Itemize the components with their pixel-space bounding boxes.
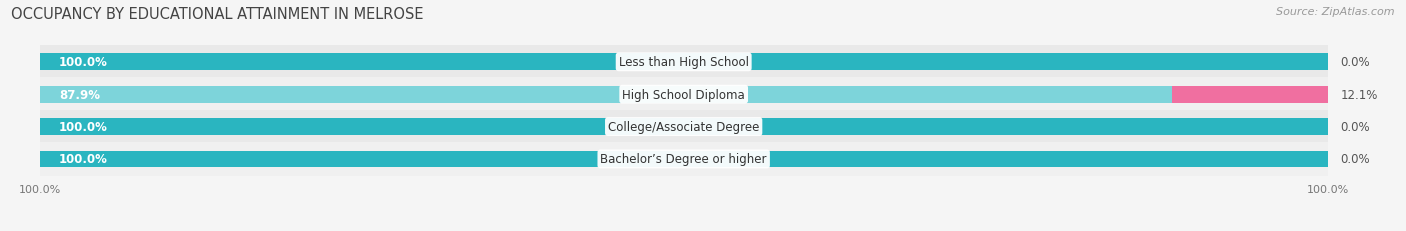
Text: Bachelor’s Degree or higher: Bachelor’s Degree or higher — [600, 153, 766, 166]
Bar — [39, 78, 1327, 112]
Bar — [39, 151, 1327, 168]
Text: 100.0%: 100.0% — [59, 56, 108, 69]
Text: 0.0%: 0.0% — [1340, 56, 1369, 69]
Text: 0.0%: 0.0% — [1340, 121, 1369, 134]
Text: OCCUPANCY BY EDUCATIONAL ATTAINMENT IN MELROSE: OCCUPANCY BY EDUCATIONAL ATTAINMENT IN M… — [11, 7, 423, 22]
Bar — [39, 54, 1327, 71]
Text: College/Associate Degree: College/Associate Degree — [607, 121, 759, 134]
Text: 0.0%: 0.0% — [1340, 153, 1369, 166]
Text: 100.0%: 100.0% — [59, 153, 108, 166]
Bar — [39, 86, 1171, 103]
Text: 87.9%: 87.9% — [59, 88, 100, 101]
Bar — [39, 46, 1327, 79]
Text: 12.1%: 12.1% — [1340, 88, 1378, 101]
Text: High School Diploma: High School Diploma — [623, 88, 745, 101]
Bar — [39, 119, 1327, 135]
Bar — [39, 143, 1327, 176]
Bar — [39, 110, 1327, 144]
Text: Less than High School: Less than High School — [619, 56, 748, 69]
Text: 100.0%: 100.0% — [59, 121, 108, 134]
Text: Source: ZipAtlas.com: Source: ZipAtlas.com — [1277, 7, 1395, 17]
Bar — [1171, 86, 1327, 103]
